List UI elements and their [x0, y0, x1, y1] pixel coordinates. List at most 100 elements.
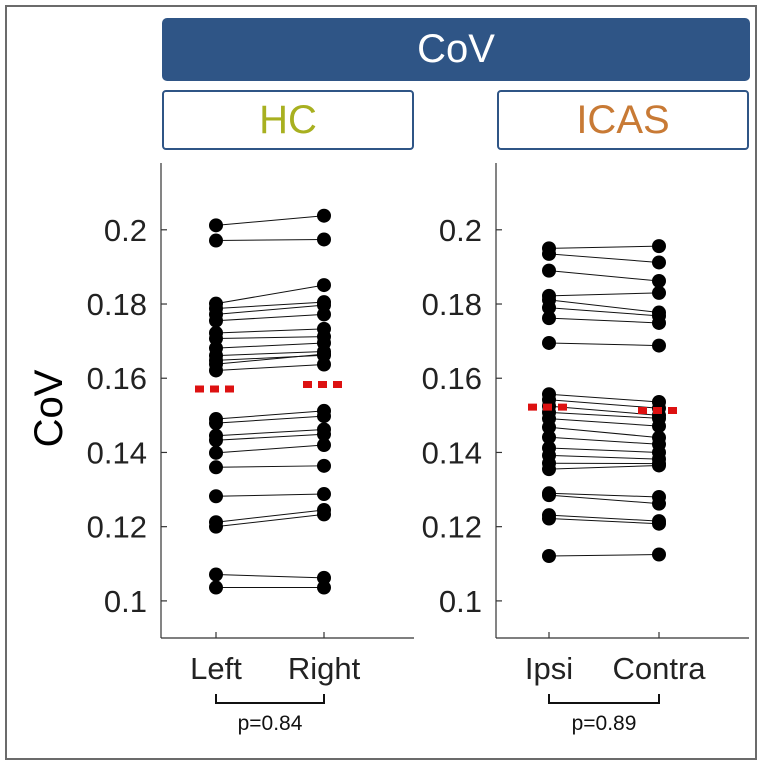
data-point-1-6-0 — [542, 311, 556, 326]
pair-line-0-5 — [215, 313, 325, 322]
pair-line-0-3 — [215, 301, 325, 309]
pair-line-0-13 — [215, 410, 325, 420]
data-point-0-16-1 — [317, 427, 331, 442]
pair-line-0-6 — [215, 328, 325, 334]
pair-line-0-18 — [215, 465, 325, 468]
x-tick-label-1-1: Contra — [612, 651, 706, 686]
x-tick-label-0-1: Right — [288, 651, 361, 686]
data-point-0-12-1 — [317, 357, 331, 372]
pair-line-0-16 — [215, 433, 325, 441]
pair-line-0-2 — [215, 284, 325, 305]
data-point-1-1-0 — [542, 246, 556, 261]
pair-line-1-21 — [548, 514, 660, 522]
pair-line-1-3 — [548, 292, 660, 297]
data-point-1-13-0 — [542, 420, 556, 435]
data-point-1-14-0 — [542, 430, 556, 445]
pair-line-1-1 — [548, 253, 660, 263]
group-label-icas-text: ICAS — [576, 98, 670, 142]
data-point-1-20-1 — [652, 496, 666, 511]
pair-line-1-8 — [548, 393, 660, 403]
p-value-label-1: p=0.89 — [572, 712, 637, 735]
y-axis-label: CoV — [27, 369, 71, 447]
group-label-hc-text: HC — [259, 98, 317, 142]
y-tick-label-1-1: 0.12 — [422, 510, 482, 545]
y-tick-label-0-4: 0.18 — [87, 287, 147, 322]
data-point-1-7-1 — [652, 338, 666, 353]
y-tick-label-0-2: 0.14 — [87, 435, 147, 470]
data-point-0-23-0 — [209, 580, 223, 595]
pair-line-0-1 — [215, 238, 325, 242]
data-point-1-18-1 — [652, 458, 666, 473]
group-label-icas: ICAS — [497, 90, 749, 150]
y-tick-label-1-0: 0.1 — [439, 584, 482, 619]
pair-line-1-22 — [548, 518, 660, 525]
data-point-0-17-1 — [317, 438, 331, 453]
data-point-1-2-0 — [542, 263, 556, 278]
data-point-0-22-1 — [317, 570, 331, 585]
data-point-1-2-1 — [652, 274, 666, 289]
pair-line-1-6 — [548, 317, 660, 324]
pair-line-1-16 — [548, 454, 660, 460]
data-point-0-14-1 — [317, 409, 331, 424]
data-point-1-22-1 — [652, 516, 666, 531]
pair-line-0-11 — [215, 353, 325, 365]
data-point-0-5-0 — [209, 313, 223, 328]
data-point-1-18-0 — [542, 462, 556, 477]
pair-line-0-4 — [215, 304, 325, 315]
pair-line-1-4 — [548, 299, 660, 314]
pair-line-1-11 — [548, 411, 660, 419]
data-point-1-23-1 — [652, 547, 666, 562]
data-point-0-22-0 — [209, 567, 223, 582]
data-point-0-16-0 — [209, 433, 223, 448]
data-point-0-11-1 — [317, 347, 331, 362]
pair-line-1-12 — [548, 418, 660, 427]
significance-bracket-0 — [215, 694, 325, 704]
pair-line-1-23 — [548, 554, 660, 557]
data-point-0-14-0 — [209, 416, 223, 431]
y-tick-label-0-3: 0.16 — [87, 361, 147, 396]
pair-line-1-18 — [548, 464, 660, 470]
y-tick-label-1-2: 0.14 — [422, 435, 482, 470]
y-tick-label-1-3: 0.16 — [422, 361, 482, 396]
data-point-0-1-1 — [317, 232, 331, 247]
data-point-1-22-0 — [542, 511, 556, 526]
y-tick-label-1-4: 0.18 — [422, 287, 482, 322]
significance-bracket-1 — [548, 694, 660, 704]
data-point-0-19-1 — [317, 487, 331, 502]
y-tick-label-0-1: 0.12 — [87, 510, 147, 545]
y-tick-label-1-5: 0.2 — [439, 213, 482, 248]
p-value-label-0: p=0.84 — [238, 712, 303, 735]
pair-line-0-9 — [215, 351, 325, 357]
x-tick-label-0-0: Left — [190, 651, 242, 686]
data-point-0-21-0 — [209, 519, 223, 534]
pair-line-0-20 — [215, 509, 325, 523]
data-point-0-12-0 — [209, 363, 223, 378]
pair-line-1-15 — [548, 447, 660, 453]
data-point-0-0-1 — [317, 208, 331, 223]
y-tick-label-0-5: 0.2 — [104, 213, 147, 248]
pair-line-0-22 — [215, 574, 325, 579]
data-point-1-5-0 — [542, 300, 556, 315]
data-point-0-17-0 — [209, 445, 223, 460]
pair-line-0-0 — [215, 215, 325, 226]
data-point-1-7-0 — [542, 335, 556, 350]
pair-line-1-19 — [548, 492, 660, 498]
pair-line-0-19 — [215, 493, 325, 497]
data-point-0-1-0 — [209, 233, 223, 248]
pair-line-1-2 — [548, 270, 660, 282]
pair-line-0-14 — [215, 415, 325, 424]
pair-line-1-5 — [548, 307, 660, 317]
pair-line-1-14 — [548, 436, 660, 445]
data-point-1-6-1 — [652, 315, 666, 330]
data-point-0-5-1 — [317, 307, 331, 322]
pair-line-0-7 — [215, 336, 325, 340]
pair-line-0-21 — [215, 513, 325, 528]
data-point-0-23-1 — [317, 580, 331, 595]
data-point-0-18-1 — [317, 458, 331, 473]
chart-title: CoV — [162, 18, 750, 81]
pair-line-0-12 — [215, 364, 325, 371]
data-point-1-3-1 — [652, 285, 666, 300]
group-label-hc: HC — [162, 90, 414, 150]
pair-line-1-0 — [548, 245, 660, 249]
